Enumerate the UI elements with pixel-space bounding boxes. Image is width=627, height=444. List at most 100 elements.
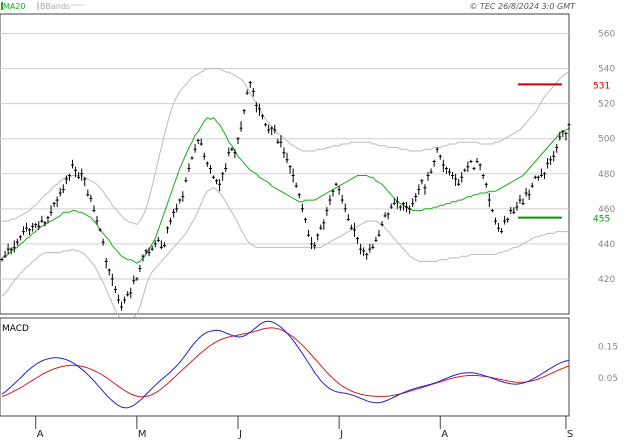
ohlc-bar — [386, 212, 390, 220]
ohlc-bar — [521, 198, 525, 206]
ohlc-bar — [349, 224, 353, 230]
ohlc-bar — [18, 235, 22, 241]
ohlc-bar — [340, 194, 344, 204]
ohlc-bar — [343, 203, 347, 213]
ohlc-bar — [270, 126, 274, 136]
ohlc-bar — [395, 196, 399, 209]
ohlc-bar — [432, 159, 436, 167]
ohlc-bar — [264, 122, 268, 127]
ohlc-bar — [123, 296, 127, 304]
ohlc-bar — [224, 163, 228, 173]
ohlc-bar — [475, 157, 479, 164]
x-tick-label: S — [567, 429, 573, 440]
ohlc-bar — [533, 175, 537, 180]
ohlc-bar — [546, 157, 550, 169]
ohlc-bar — [190, 156, 194, 160]
x-tick-label: A — [37, 429, 44, 440]
ohlc-bar — [414, 193, 418, 202]
ohlc-bar — [215, 179, 219, 185]
ohlc-bar — [43, 221, 47, 227]
ohlc-bar — [463, 168, 467, 173]
ohlc-bar — [25, 222, 29, 232]
macd-panel-frame — [0, 317, 570, 417]
ohlc-bar — [337, 186, 341, 195]
ohlc-bar — [61, 184, 65, 194]
ohlc-bar — [460, 172, 464, 183]
ohlc-bar — [46, 215, 50, 223]
ohlc-bar — [205, 161, 209, 167]
legend-swatch-ma20 — [1, 2, 3, 10]
ohlc-bar — [218, 179, 222, 192]
ohlc-bar — [70, 159, 74, 169]
y-tick-label: 440 — [598, 240, 615, 250]
ohlc-bar — [313, 242, 317, 250]
legend-label-bbands: BBands — [40, 2, 70, 11]
ohlc-bar — [89, 194, 93, 202]
ohlc-bar — [420, 179, 424, 185]
ohlc-bar — [261, 114, 265, 120]
ohlc-bar — [236, 136, 240, 144]
ohlc-bar — [138, 264, 142, 272]
ohlc-bar — [156, 236, 160, 243]
ohlc-bar — [169, 217, 173, 225]
ohlc-bar — [527, 189, 531, 201]
ohlc-bar — [472, 166, 476, 171]
ohlc-bar — [306, 229, 310, 237]
ohlc-bar — [181, 191, 185, 202]
ohlc-bar — [497, 222, 501, 232]
ohlc-bar — [37, 221, 41, 230]
ohlc-bar — [162, 242, 166, 248]
ohlc-bar — [98, 228, 102, 232]
ohlc-bar — [435, 147, 439, 153]
ohlc-bar — [524, 187, 528, 197]
ohlc-bar — [113, 285, 117, 293]
ohlc-bar — [187, 163, 191, 173]
ohlc-bar — [447, 168, 451, 176]
ohlc-bar — [401, 201, 405, 211]
ohlc-bar — [310, 236, 314, 250]
ohlc-bar — [542, 172, 546, 180]
ohlc-bar — [478, 163, 482, 171]
ohlc-bar — [362, 247, 366, 257]
legend: MA20 BBands — [1, 2, 84, 11]
ohlc-bar — [132, 275, 136, 285]
ohlc-bar — [484, 182, 488, 188]
ohlc-bar — [564, 131, 568, 141]
ohlc-bar — [371, 243, 375, 250]
ohlc-bar — [288, 165, 292, 174]
ohlc-bar — [120, 301, 124, 311]
macd-y-tick-label: 0.15 — [598, 342, 618, 352]
ohlc-bar — [21, 226, 25, 236]
ohlc-bar — [291, 168, 295, 183]
ohlc-bar — [55, 196, 59, 208]
ohlc-bar — [221, 172, 225, 181]
y-tick-label: 560 — [598, 30, 615, 40]
ohlc-bar — [230, 147, 234, 151]
ohlc-bar — [245, 89, 249, 95]
ohlc-bar — [411, 198, 415, 208]
ohlc-bar — [0, 257, 4, 262]
ohlc-bar — [530, 182, 534, 188]
x-tick-label: J — [339, 429, 343, 440]
ohlc-bar — [184, 177, 188, 183]
ohlc-bar — [457, 179, 461, 187]
macd-panel: MACD 0.05 0.15 — [0, 317, 618, 417]
ohlc-bar — [444, 166, 448, 174]
ohlc-bar — [193, 143, 197, 153]
ohlc-bar — [539, 168, 543, 178]
ohlc-bar — [74, 166, 78, 178]
ohlc-bar — [150, 245, 154, 251]
ohlc-bar — [208, 165, 212, 174]
ohlc-bar — [380, 221, 384, 227]
bband-upper-line — [2, 68, 570, 226]
ohlc-bar — [279, 135, 283, 148]
ohlc-bar — [555, 143, 559, 153]
ohlc-bar — [178, 198, 182, 204]
ohlc-bar — [239, 121, 243, 132]
resistance-level-label: 531 — [593, 81, 610, 91]
ohlc-bar — [503, 215, 507, 225]
ohlc-bar — [334, 182, 338, 187]
ohlc-bar — [172, 208, 176, 218]
ohlc-bar — [481, 173, 485, 180]
